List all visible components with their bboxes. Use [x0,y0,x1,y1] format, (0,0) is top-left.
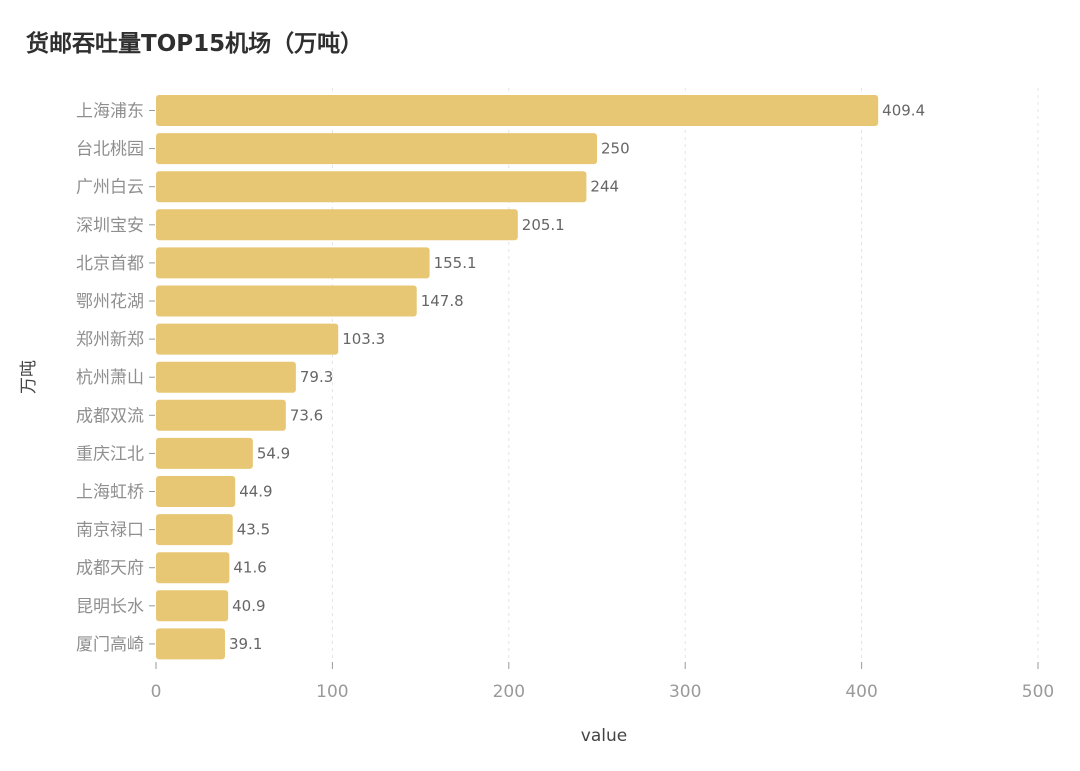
bar [156,476,236,507]
data-label: 250 [601,140,630,158]
y-tick-label: 成都双流 [76,406,144,426]
x-tick-label: 200 [493,682,525,702]
data-label: 103.3 [342,330,385,348]
x-tick-label: 300 [669,682,701,702]
y-tick-label: 昆明长水 [76,597,144,617]
data-label: 44.9 [239,483,272,501]
bar [156,399,286,431]
bar [156,285,417,317]
bar [156,552,230,584]
x-axis-title: value [581,726,627,746]
bar [156,514,233,546]
bar [156,628,225,660]
bar [156,323,339,355]
bar [156,171,587,203]
x-tick-label: 100 [316,682,348,702]
bar [156,437,253,469]
data-label: 54.9 [257,444,290,462]
y-tick-label: 上海虹桥 [76,483,144,503]
y-tick-label: 台北桃园 [76,140,144,160]
bar [156,247,430,279]
y-tick-label: 深圳宝安 [76,216,144,236]
data-label: 40.9 [232,597,265,615]
y-tick-label: 厦门高崎 [76,635,144,655]
bar [156,361,296,393]
y-tick-label: 郑州新郑 [76,330,144,350]
y-tick-label: 广州白云 [76,178,144,198]
data-label: 147.8 [421,292,464,310]
y-tick-label: 鄂州花湖 [76,292,144,312]
bar [156,95,879,126]
data-label: 43.5 [237,521,270,539]
y-tick-label: 南京禄口 [76,521,144,541]
chart-title: 货邮吞吐量TOP15机场（万吨） [26,31,364,57]
data-label: 244 [590,178,619,196]
y-tick-label: 北京首都 [76,254,144,274]
data-label: 39.1 [229,635,262,653]
bar [156,209,518,241]
data-label: 205.1 [522,216,565,234]
bar [156,133,597,165]
y-tick-label: 重庆江北 [76,444,144,464]
data-label: 155.1 [434,254,477,272]
x-tick-label: 0 [151,682,162,702]
data-label: 41.6 [233,559,266,577]
y-tick-label: 成都天府 [76,559,144,579]
y-axis-title: 万吨 [19,360,39,394]
data-label: 409.4 [882,102,925,120]
x-tick-label: 500 [1022,682,1054,702]
data-label: 79.3 [300,368,333,386]
y-tick-label: 杭州萧山 [76,368,144,388]
x-tick-label: 400 [845,682,877,702]
bar [156,590,229,622]
data-label: 73.6 [290,406,323,424]
y-tick-label: 上海浦东 [76,102,144,122]
